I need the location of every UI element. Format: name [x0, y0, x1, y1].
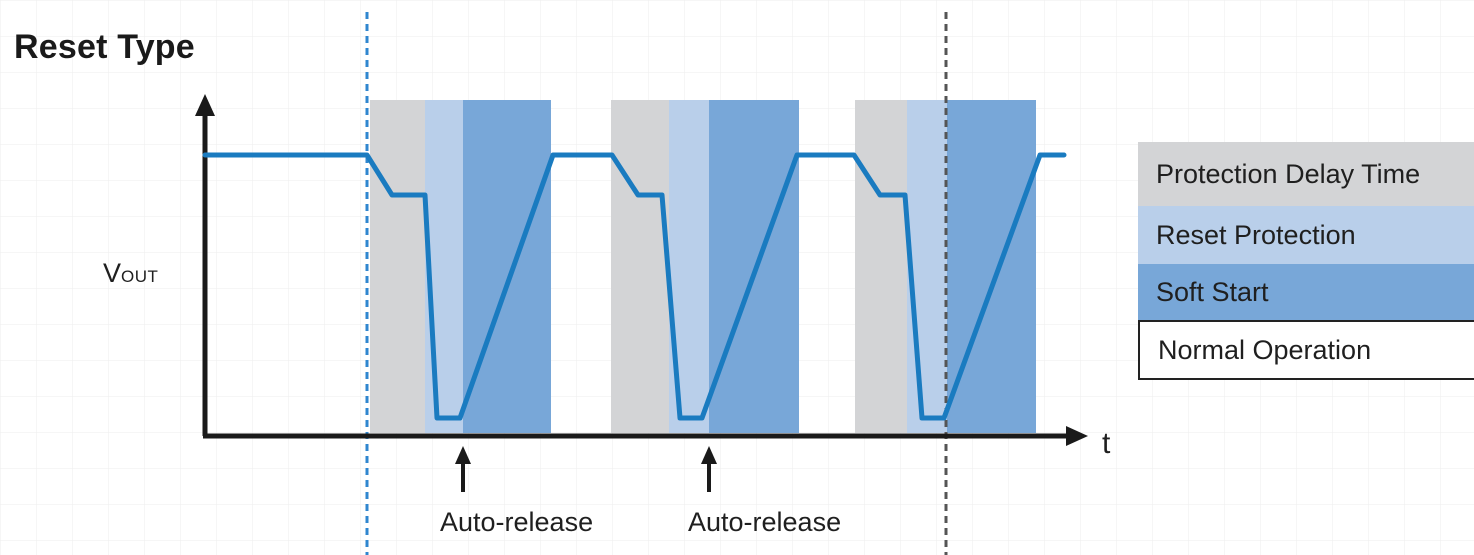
legend-item-normal-operation: Normal Operation: [1138, 320, 1474, 380]
diagram-title: Reset Type: [14, 28, 195, 66]
auto-release-arrowhead-2: [701, 446, 717, 464]
x-axis-arrowhead: [1066, 426, 1088, 446]
y-axis-label-subscript: OUT: [121, 267, 159, 286]
y-axis-arrowhead: [195, 94, 215, 116]
auto-release-label-2: Auto-release: [688, 507, 842, 537]
x-axis-label: t: [1102, 427, 1111, 460]
auto-release-arrowhead-1: [455, 446, 471, 464]
band-protection-delay-2: [611, 100, 669, 433]
y-axis-label: VOUT: [103, 258, 158, 289]
legend-item-soft-start: Soft Start: [1138, 264, 1474, 320]
legend-item-protection-delay-time: Protection Delay Time: [1138, 142, 1474, 206]
band-soft-start-1: [463, 100, 551, 433]
legend-label: Normal Operation: [1158, 334, 1372, 365]
band-soft-start-3: [947, 100, 1036, 433]
y-axis-label-main: V: [103, 258, 122, 288]
vout-waveform: [202, 152, 1067, 421]
band-protection-delay-1: [370, 100, 425, 433]
legend-label: Protection Delay Time: [1156, 158, 1421, 189]
band-reset-protection-3: [907, 100, 947, 433]
band-soft-start-2: [709, 100, 799, 433]
auto-release-label-1: Auto-release: [440, 507, 594, 537]
legend-item-reset-protection: Reset Protection: [1138, 206, 1474, 264]
legend-label: Soft Start: [1156, 276, 1269, 307]
legend-label: Reset Protection: [1156, 219, 1356, 250]
legend: Protection Delay Time Reset Protection S…: [1138, 142, 1474, 380]
band-protection-delay-3: [855, 100, 907, 433]
